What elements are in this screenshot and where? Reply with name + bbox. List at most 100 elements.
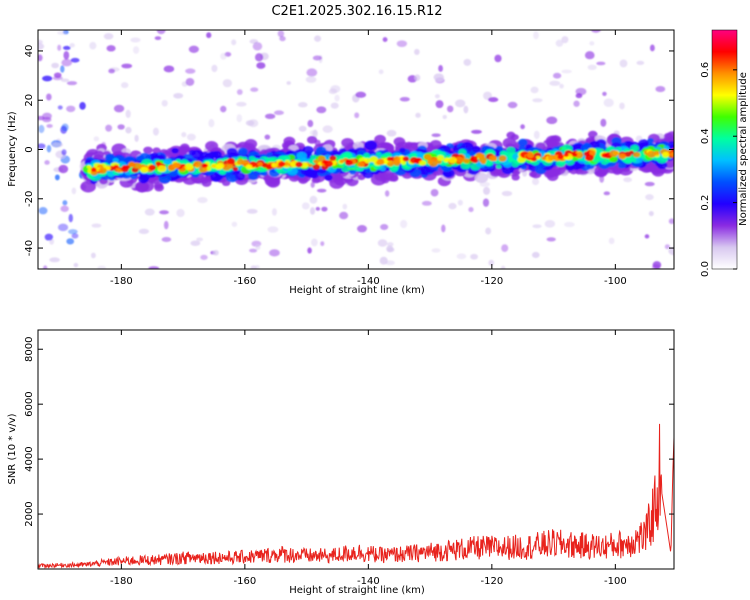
spectrogram-cell (547, 139, 557, 147)
spectrogram-speckle (57, 30, 67, 35)
spectrogram-cell (547, 154, 556, 161)
spectrogram-speckle (132, 46, 140, 54)
spectrogram-speckle (463, 58, 472, 66)
spectrogram-cell (588, 130, 598, 139)
spectrogram-speckle (431, 133, 441, 138)
spectrogram-speckle (46, 145, 52, 153)
spectrogram-cell (283, 161, 290, 166)
spectrogram-speckle (488, 259, 495, 266)
spectrogram-cell (257, 161, 263, 167)
spectrogram-cell (640, 142, 649, 149)
spectrogram-speckle (58, 164, 69, 174)
spectrogram-cell (517, 138, 528, 147)
spectrogram-speckle (415, 112, 421, 118)
spectrogram-cell (171, 147, 179, 154)
spectrogram-cell (208, 151, 218, 159)
spectrogram-speckle (431, 248, 441, 253)
spectrogram-speckle (648, 210, 654, 217)
spectrogram-speckle (61, 58, 73, 67)
spectrogram-speckle (377, 239, 388, 247)
spectrogram-speckle (117, 124, 125, 130)
spectrogram-speckle (494, 54, 502, 63)
spectrogram-speckle (387, 247, 395, 253)
spectrogram-speckle (121, 63, 133, 69)
spectrogram-speckle (71, 233, 79, 239)
spectrogram-speckle (400, 219, 408, 229)
spectrogram-speckle (573, 100, 580, 107)
spectrogram-speckle (384, 190, 390, 197)
spectrogram-cell (155, 161, 162, 167)
spectrogram-cell (295, 161, 303, 168)
spectrogram-speckle (603, 191, 611, 196)
spectrogram-speckle (89, 41, 97, 50)
spectrogram-speckle (185, 77, 195, 86)
spectrogram-speckle (456, 253, 467, 260)
spectrogram-cell (357, 161, 365, 168)
snr-x-tick-label: -140 (357, 576, 380, 587)
spectrogram-speckle (105, 124, 113, 132)
spectrogram-cell (427, 157, 434, 162)
spectrogram-speckle (51, 62, 60, 69)
spectrogram-speckle (316, 188, 327, 193)
spectrogram-speckle (357, 224, 367, 233)
spectrogram-cell (386, 156, 393, 162)
snr-x-tick-label: -100 (604, 576, 627, 587)
spectrogram-cell (105, 166, 111, 171)
spectrogram-speckle (62, 45, 71, 50)
spectrogram-speckle (482, 198, 490, 207)
spectrogram-y-tick-label: -20 (24, 191, 35, 207)
spectrogram-cell (389, 165, 399, 173)
spectrogram-cell (589, 150, 596, 156)
spectrogram-speckle (181, 131, 187, 138)
spectrogram-cell (363, 152, 370, 158)
spectrogram-speckle (125, 126, 132, 134)
spectrogram-speckle (252, 41, 263, 51)
spectrogram-speckle (44, 233, 54, 241)
spectrogram-speckle (62, 200, 68, 206)
spectrogram-speckle (273, 110, 284, 116)
spectrogram-speckle (644, 234, 650, 239)
spectrogram-cell (379, 166, 386, 172)
spectrogram-speckle (173, 92, 184, 99)
spectrogram-cell (393, 137, 406, 147)
spectrogram-speckle (664, 244, 670, 250)
spectrogram-cell (647, 137, 654, 144)
spectrogram-speckle (546, 116, 558, 125)
spectrogram-speckle (564, 221, 575, 228)
snr-x-tick-label: -180 (110, 576, 133, 587)
spectrogram-speckle (315, 206, 321, 211)
spectrogram-speckle (559, 83, 564, 89)
spectrogram-cell (498, 155, 507, 162)
spectrogram-speckle (42, 116, 52, 123)
spectrogram-speckle (43, 265, 48, 269)
spectrogram-speckle (63, 51, 70, 60)
colorbar-tick-label: 0.0 (700, 261, 711, 277)
spectrogram-cell (312, 164, 321, 170)
spectrogram-cell (491, 157, 498, 162)
spectrogram-speckle (644, 181, 655, 187)
spectrogram-cell (135, 182, 149, 193)
spectrogram-speckle (305, 76, 317, 83)
spectrogram-cell (308, 163, 313, 168)
spectrogram-cell (86, 165, 92, 169)
spectrogram-speckle (60, 65, 65, 73)
spectrogram-cell (329, 155, 337, 161)
colorbar: 0.0 0.2 0.4 0.6 Normalized spectral amplitu… (700, 29, 749, 277)
spectrogram-speckle (79, 102, 86, 110)
spectrogram-speckle (69, 43, 75, 48)
spectrogram-speckle (108, 68, 116, 74)
spectrogram-cell (121, 165, 128, 170)
spectrogram-speckle (561, 36, 569, 44)
spectrogram-speckle (380, 224, 389, 231)
spectrogram-cell (574, 151, 584, 159)
spectrogram-cell (201, 163, 208, 168)
spectrogram-speckle (600, 118, 607, 127)
spectrogram-speckle (546, 237, 556, 242)
spectrogram-speckle (52, 76, 63, 81)
spectrogram-speckle (93, 136, 100, 142)
snr-y-label: SNR (10 * v/v) (7, 413, 18, 484)
snr-x-label: Height of straight line (km) (289, 585, 425, 596)
spectrogram-y-tick-label: 0 (24, 146, 35, 152)
spectrogram-speckle (312, 55, 322, 61)
spectrogram-cell (184, 163, 194, 171)
